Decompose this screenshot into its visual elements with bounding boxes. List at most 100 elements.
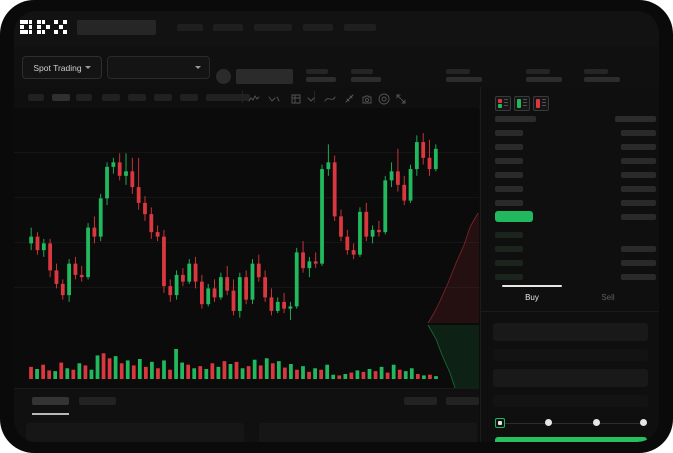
orderbook-both-icon[interactable] [495, 96, 511, 111]
orderbook-bid-row[interactable] [495, 274, 523, 280]
timeframe-2[interactable] [52, 94, 70, 101]
orderbook-bid-size[interactable] [621, 274, 656, 280]
orderbook-ask-row[interactable] [495, 186, 523, 192]
templates-icon[interactable] [290, 92, 302, 104]
slider-mark-50[interactable] [593, 419, 600, 426]
app-screen: Spot Trading [14, 11, 659, 442]
stat-24h-volume [584, 69, 620, 82]
timeframe-9[interactable] [232, 94, 250, 101]
nav-item-3[interactable] [254, 24, 292, 31]
order-percent-slider[interactable] [495, 418, 647, 428]
orderbook-ask-size[interactable] [621, 200, 656, 206]
stat-label [584, 69, 608, 74]
nav-item-2[interactable] [213, 24, 243, 31]
toolbar-divider [314, 91, 315, 103]
orderbook-ask-row[interactable] [495, 200, 523, 206]
stat-value [446, 77, 482, 82]
orderbook-ask-row[interactable] [495, 158, 523, 164]
order-amount-field[interactable] [493, 349, 648, 361]
orderbook-header-left[interactable] [495, 116, 536, 122]
camera-icon[interactable] [361, 92, 373, 104]
indicators-icon[interactable] [248, 92, 260, 104]
tab-open-orders[interactable] [32, 397, 69, 405]
slider-handle[interactable] [495, 418, 505, 428]
stat-value [584, 77, 620, 82]
global-search-input[interactable] [77, 20, 156, 35]
slider-mark-25[interactable] [545, 419, 552, 426]
buy-sell-tab-bar: Buy Sell [481, 285, 659, 312]
orderbook-ask-size[interactable] [621, 186, 656, 192]
stat-label [306, 69, 328, 74]
chevron-down-icon[interactable] [305, 92, 317, 104]
orderbook-ask-size[interactable] [621, 130, 656, 136]
settings-icon[interactable] [378, 92, 390, 104]
timeframe-1[interactable] [28, 94, 44, 101]
tab-sell[interactable]: Sell [601, 293, 615, 302]
top-navigation-bar [14, 11, 659, 47]
orderbook-bid-row[interactable] [495, 260, 523, 266]
toolbar-divider [242, 91, 243, 103]
line-tool-icon[interactable] [324, 92, 336, 104]
compare-icon[interactable] [268, 92, 280, 104]
chart-gridline [14, 197, 479, 198]
chart-gridline [14, 242, 479, 243]
stat-value [351, 77, 381, 82]
timeframe-3[interactable] [76, 94, 92, 101]
orderbook-asks-icon[interactable] [533, 96, 549, 111]
spot-trading-label: Spot Trading [33, 62, 82, 73]
orderbook-ask-size[interactable] [621, 172, 656, 178]
okx-logo[interactable] [20, 20, 67, 35]
orderbook-ask-row[interactable] [495, 172, 523, 178]
stat-label [351, 69, 373, 74]
stat-24h-change [351, 69, 381, 82]
orderbook-ask-size[interactable] [621, 158, 656, 164]
orderbook-last-price-row[interactable] [495, 211, 533, 222]
orderbook-ask-row[interactable] [495, 130, 523, 136]
measure-icon[interactable] [344, 92, 356, 104]
bottom-tab-bar [14, 388, 479, 442]
place-buy-order-button[interactable] [495, 437, 647, 442]
slider-mark-75[interactable] [640, 419, 647, 426]
tab-order-history[interactable] [79, 397, 116, 405]
stat-24h-high [446, 69, 482, 82]
timeframe-10[interactable] [219, 94, 237, 101]
volume-histogram [29, 349, 438, 379]
order-price-field[interactable] [493, 323, 648, 341]
stat-last-price [306, 69, 336, 82]
tab-positions[interactable] [446, 397, 479, 405]
orderbook-ask-row[interactable] [495, 144, 523, 150]
timeframe-5[interactable] [128, 94, 146, 101]
orders-panel-right[interactable] [259, 423, 477, 442]
nav-item-5[interactable] [344, 24, 376, 31]
nav-item-4[interactable] [303, 24, 333, 31]
orderbook-header-right[interactable] [615, 116, 656, 122]
order-fee-row[interactable] [493, 395, 648, 407]
orderbook-bid-size[interactable] [621, 246, 656, 252]
orderbook-last-price-size[interactable] [621, 214, 656, 220]
orderbook-bids-icon[interactable] [514, 96, 530, 111]
orders-panel-left[interactable] [26, 423, 244, 442]
stat-value [306, 77, 336, 82]
orderbook-ask-size[interactable] [621, 144, 656, 150]
timeframe-8[interactable] [206, 94, 224, 101]
timeframe-4[interactable] [102, 94, 120, 101]
ticker-bar: Spot Trading [14, 47, 659, 88]
orderbook-trade-panel: Buy Sell [480, 87, 659, 442]
orderbook-bid-row[interactable] [495, 246, 523, 252]
orderbook-bid-row[interactable] [495, 232, 523, 238]
price-chart[interactable] [14, 108, 479, 432]
order-total-field[interactable] [493, 369, 648, 387]
timeframe-7[interactable] [180, 94, 198, 101]
coin-avatar [216, 69, 231, 84]
candlestick-series [29, 133, 438, 320]
trading-pair-selector[interactable] [107, 56, 210, 79]
orderbook-bid-size[interactable] [621, 260, 656, 266]
timeframe-6[interactable] [154, 94, 172, 101]
stat-value [526, 77, 562, 82]
spot-trading-selector[interactable]: Spot Trading [22, 56, 102, 79]
tab-assets[interactable] [404, 397, 437, 405]
fullscreen-icon[interactable] [395, 92, 407, 104]
tab-buy[interactable]: Buy [525, 293, 539, 302]
nav-item-1[interactable] [177, 24, 203, 31]
